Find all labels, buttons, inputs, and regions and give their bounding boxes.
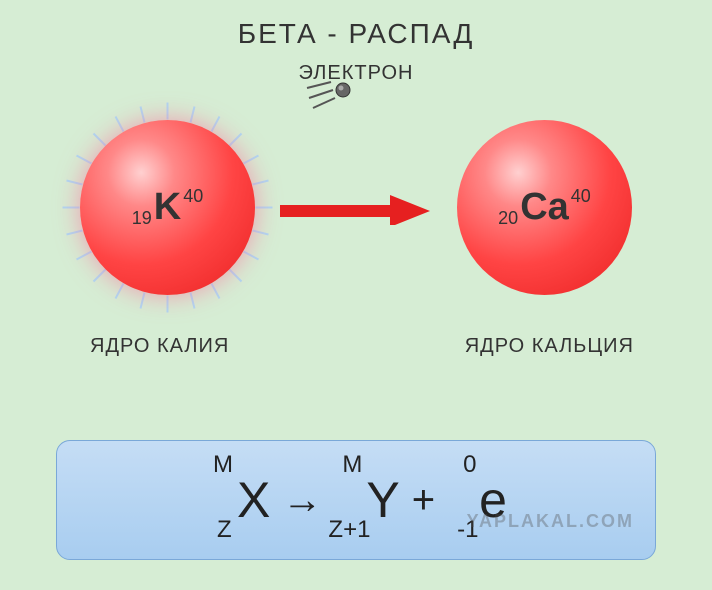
potassium-label: ЯДРО КАЛИЯ [90,335,229,358]
calcium-notation: 20 Ca 40 [498,186,591,229]
formula-term-x: M Z X [237,471,270,529]
electron-particle-icon [305,76,355,116]
potassium-nucleus-sphere: 19 K 40 [80,120,255,295]
y-symbol: Y [366,472,399,528]
x-atomic: Z [217,516,232,544]
potassium-mass-number: 40 [183,186,203,207]
formula-term-y: M Z+1 Y [366,471,399,529]
potassium-symbol: K [154,186,181,229]
calcium-atomic-number: 20 [498,208,518,229]
calcium-symbol: Ca [520,186,569,229]
potassium-notation: 19 K 40 [132,186,204,229]
diagram-area: 19 K 40 20 Ca 40 ЯДРО КАЛИЯ ЯДРО КАЛЬЦИЯ [0,70,712,400]
formula-plus: + [412,478,435,523]
formula-arrow: → [282,478,322,523]
x-mass: M [213,451,233,479]
e-mass: 0 [463,451,476,479]
y-atomic: Z+1 [328,516,370,544]
calcium-nucleus-sphere: 20 Ca 40 [457,120,632,295]
watermark: YAPLAKAL.COM [467,511,634,532]
calcium-mass-number: 40 [571,186,591,207]
y-mass: M [342,451,362,479]
potassium-atomic-number: 19 [132,208,152,229]
formula-box: M Z X → M Z+1 Y + 0 -1 e [56,440,656,560]
x-symbol: X [237,472,270,528]
decay-formula: M Z X → M Z+1 Y + 0 -1 e [205,471,507,529]
decay-arrow-icon [280,195,430,225]
calcium-label: ЯДРО КАЛЬЦИЯ [465,335,634,358]
diagram-title: БЕТА - РАСПАД [0,0,712,50]
